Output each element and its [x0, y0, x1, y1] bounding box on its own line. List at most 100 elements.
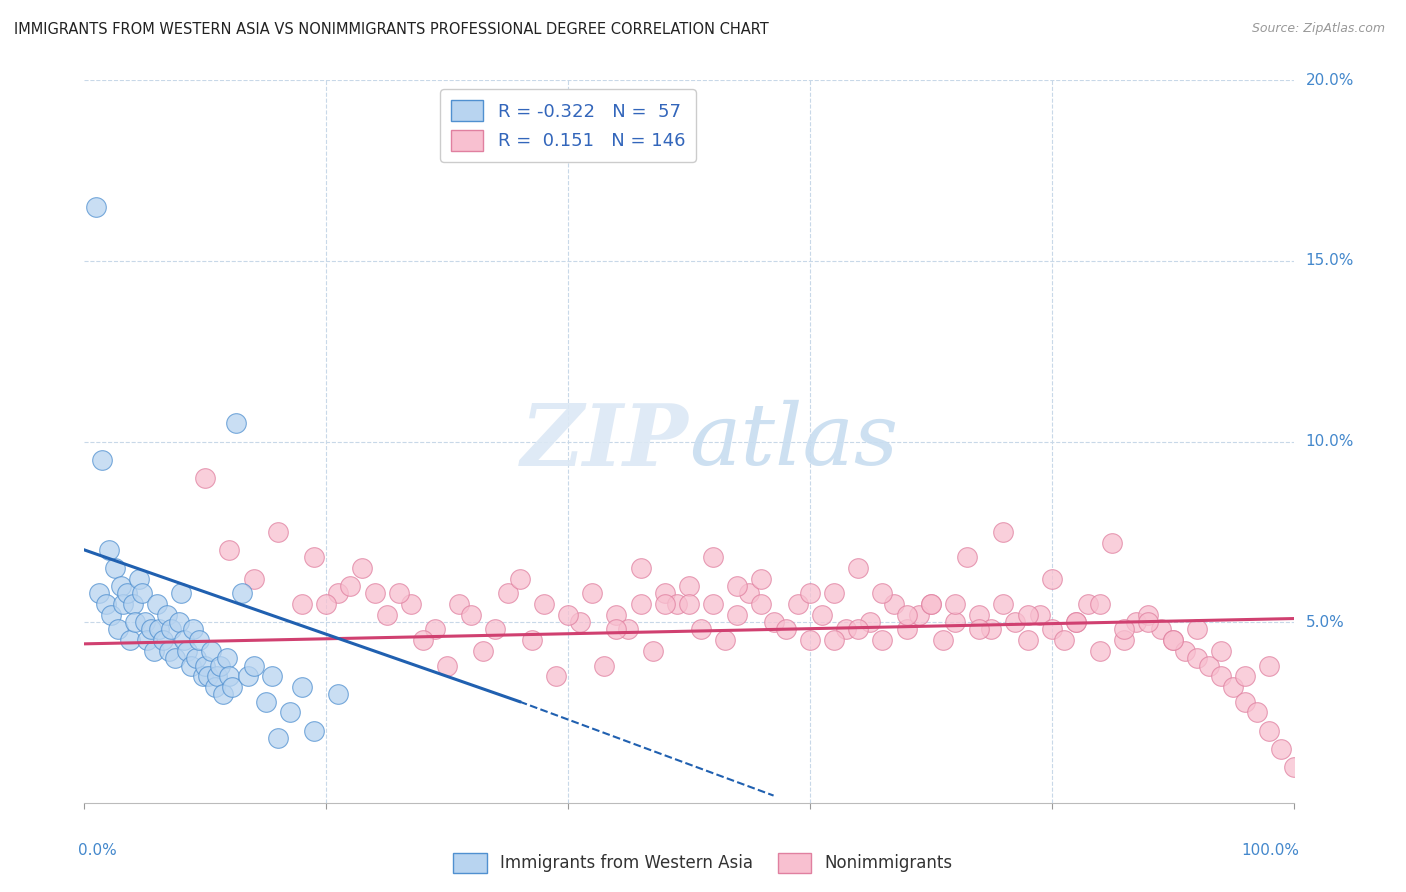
Point: [896, 607, 918, 622]
Point: [221, 680, 243, 694]
Point: [943, 615, 966, 630]
Point: [702, 550, 724, 565]
Point: [1064, 615, 1087, 630]
Point: [907, 607, 929, 622]
Point: [1114, 633, 1136, 648]
Point: [120, 633, 142, 648]
Point: [139, 623, 162, 637]
Legend: R = -0.322   N =  57, R =  0.151   N = 146: R = -0.322 N = 57, R = 0.151 N = 146: [440, 89, 696, 161]
Point: [212, 687, 235, 701]
Point: [124, 615, 146, 630]
Text: 20.0%: 20.0%: [1306, 73, 1354, 87]
Point: [1174, 644, 1197, 658]
Text: atlas: atlas: [689, 401, 898, 483]
Point: [146, 597, 169, 611]
Point: [104, 561, 127, 575]
Point: [399, 597, 422, 611]
Text: ZIP: ZIP: [522, 400, 689, 483]
Point: [678, 597, 700, 611]
Point: [993, 597, 1015, 611]
Point: [302, 550, 325, 565]
Point: [176, 644, 198, 658]
Point: [1125, 615, 1147, 630]
Point: [883, 597, 905, 611]
Point: [460, 607, 482, 622]
Point: [165, 651, 187, 665]
Point: [714, 633, 737, 648]
Point: [423, 623, 446, 637]
Point: [143, 644, 166, 658]
Point: [725, 607, 748, 622]
Point: [1185, 651, 1208, 665]
Point: [484, 623, 506, 637]
Point: [218, 669, 240, 683]
Point: [1149, 623, 1171, 637]
Point: [160, 623, 183, 637]
Point: [896, 623, 918, 637]
Point: [1234, 695, 1257, 709]
Point: [581, 586, 603, 600]
Point: [339, 579, 361, 593]
Point: [328, 586, 350, 600]
Point: [617, 623, 640, 637]
Point: [1246, 706, 1268, 720]
Legend: Immigrants from Western Asia, Nonimmigrants: Immigrants from Western Asia, Nonimmigra…: [447, 847, 959, 880]
Point: [1137, 615, 1160, 630]
Point: [641, 644, 664, 658]
Point: [1017, 607, 1039, 622]
Point: [194, 471, 217, 485]
Point: [225, 417, 247, 431]
Point: [207, 669, 229, 683]
Point: [204, 680, 226, 694]
Point: [738, 586, 761, 600]
Point: [846, 561, 869, 575]
Point: [557, 607, 579, 622]
Point: [107, 623, 129, 637]
Point: [956, 550, 979, 565]
Point: [148, 623, 170, 637]
Point: [236, 669, 259, 683]
Point: [254, 695, 277, 709]
Point: [1114, 623, 1136, 637]
Point: [267, 524, 290, 539]
Point: [315, 597, 337, 611]
Point: [1185, 623, 1208, 637]
Point: [520, 633, 543, 648]
Point: [352, 561, 374, 575]
Text: Source: ZipAtlas.com: Source: ZipAtlas.com: [1251, 22, 1385, 36]
Point: [302, 723, 325, 738]
Point: [181, 623, 204, 637]
Point: [1209, 644, 1232, 658]
Point: [835, 623, 858, 637]
Point: [1028, 607, 1050, 622]
Point: [630, 561, 652, 575]
Point: [194, 658, 217, 673]
Point: [231, 586, 253, 600]
Point: [208, 658, 231, 673]
Text: 100.0%: 100.0%: [1241, 843, 1299, 857]
Point: [267, 731, 290, 745]
Point: [993, 524, 1015, 539]
Point: [762, 615, 785, 630]
Point: [278, 706, 301, 720]
Point: [702, 597, 724, 611]
Point: [112, 597, 135, 611]
Point: [932, 633, 955, 648]
Point: [242, 658, 264, 673]
Point: [167, 615, 190, 630]
Point: [188, 633, 211, 648]
Point: [94, 597, 117, 611]
Point: [155, 607, 177, 622]
Point: [215, 651, 238, 665]
Point: [184, 651, 207, 665]
Point: [630, 597, 652, 611]
Point: [1040, 572, 1063, 586]
Point: [1222, 680, 1244, 694]
Point: [200, 644, 222, 658]
Point: [846, 623, 869, 637]
Point: [1088, 644, 1111, 658]
Point: [569, 615, 592, 630]
Point: [170, 586, 193, 600]
Point: [218, 542, 240, 557]
Point: [1064, 615, 1087, 630]
